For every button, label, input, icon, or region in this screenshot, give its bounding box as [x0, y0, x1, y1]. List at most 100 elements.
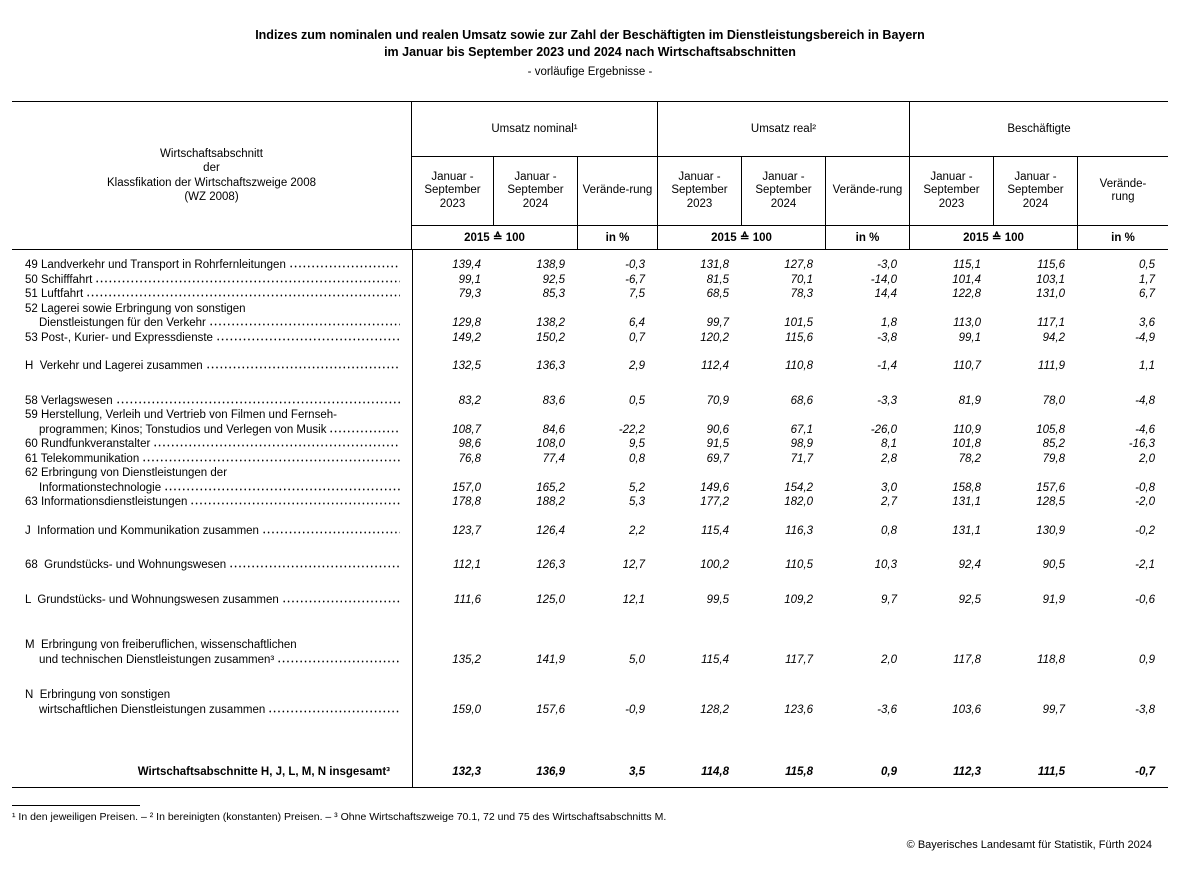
- value-cell: 5,3: [629, 496, 645, 508]
- value-cell: 116,3: [785, 524, 813, 537]
- value-cell: -0,6: [1135, 593, 1155, 606]
- row-label: 68 Grundstücks- und Wohnungswesen: [12, 558, 412, 573]
- row-label-line1: 62 Erbringung von Dienstleistungen der: [25, 467, 228, 479]
- value-cell: 0,5: [629, 394, 645, 407]
- page-title-line1: Indizes zum nominalen und realen Umsatz …: [255, 28, 925, 42]
- value-cell: 1,1: [1139, 360, 1155, 372]
- period-header: Januar - September 2024: [494, 157, 578, 226]
- change-header: Verände-rung: [826, 157, 910, 226]
- dot-leader: [215, 337, 400, 341]
- value-cell: 126,4: [536, 524, 565, 537]
- value-cell: 12,1: [622, 593, 645, 606]
- value-cell: 9,7: [881, 593, 897, 606]
- value-cell: 157,0: [452, 481, 481, 494]
- value-cell: 115,4: [701, 524, 729, 537]
- table-row: 58 Verlagswesen 83,2 83,6 0,5 70,9 68,6 -3,3 81…: [12, 394, 1168, 409]
- value-cell: 78,0: [1042, 394, 1065, 407]
- row-label-text: programmen; Kinos; Tonstudios und Verleg…: [39, 423, 327, 436]
- value-cell: 108,0: [536, 438, 565, 450]
- value-cell: 91,5: [706, 438, 729, 450]
- value-cell: 123,7: [452, 524, 481, 537]
- value-cell: 105,8: [1036, 423, 1065, 436]
- row-label: 58 Verlagswesen: [12, 394, 412, 409]
- value-cell: 99,1: [958, 331, 981, 344]
- group-header-umsatz-nominal: Umsatz nominal¹: [412, 102, 658, 157]
- dot-leader: [115, 400, 400, 404]
- value-cell: 99,7: [1042, 703, 1065, 716]
- table-row: 50 Schifffahrt 99,1 92,5 -6,7 81,5 70,1 -14,0 1…: [12, 273, 1168, 288]
- value-cell: -22,2: [618, 423, 645, 436]
- table-row: 63 Informationsdienstleistungen 178,8 188,…: [12, 495, 1168, 510]
- value-cell: -3,3: [877, 394, 897, 407]
- group-header-umsatz-real: Umsatz real²: [658, 102, 910, 157]
- row-label-line1: M Erbringung von freiberuflichen, wissen…: [25, 639, 297, 651]
- table-body: 49 Landverkehr und Transport in Rohrfern…: [12, 250, 1168, 788]
- footnote-text: ¹ In den jeweiligen Preisen. – ² In bere…: [12, 811, 667, 823]
- change-header: Verände- rung: [1078, 157, 1168, 226]
- value-cell: 159,0: [452, 703, 481, 716]
- value-cell: 149,6: [700, 481, 729, 494]
- value-cell: 114,8: [701, 766, 729, 778]
- value-cell: 117,8: [953, 653, 981, 666]
- value-cell: -6,7: [625, 273, 645, 286]
- row-label-text: Informationstechnologie: [39, 481, 162, 494]
- row-label: Wirtschaftsabschnitte H, J, L, M, N insg…: [12, 765, 412, 780]
- footnote-separator: [12, 805, 140, 806]
- value-cell: -16,3: [1128, 438, 1155, 450]
- value-cell: 6,4: [629, 317, 645, 329]
- value-cell: -4,9: [1135, 331, 1155, 344]
- group-header-beschaeftigte: Beschäftigte: [910, 102, 1168, 157]
- value-cell: 115,8: [785, 766, 813, 778]
- value-cell: 129,8: [452, 317, 481, 329]
- value-cell: 10,3: [874, 559, 897, 571]
- period-header: Januar - September 2023: [658, 157, 742, 226]
- total-row-label: Wirtschaftsabschnitte H, J, L, M, N insg…: [137, 766, 390, 778]
- row-label-text: 50 Schifffahrt: [25, 273, 93, 286]
- value-cell: 83,6: [542, 394, 565, 407]
- value-cell: 135,2: [452, 653, 481, 666]
- row-label: J Information und Kommunikation zusammen: [12, 524, 412, 539]
- dot-leader: [86, 294, 400, 297]
- value-cell: -14,0: [870, 273, 897, 286]
- value-cell: -0,2: [1135, 524, 1155, 537]
- value-cell: 79,8: [1042, 452, 1065, 465]
- column-header-wirtschaftsabschnitt: Wirtschaftsabschnitt der Klassfikation d…: [12, 102, 412, 249]
- value-cell: 1,8: [881, 317, 897, 329]
- value-cell: 132,5: [452, 360, 481, 372]
- row-label: M Erbringung von freiberuflichen, wissen…: [12, 638, 412, 667]
- row-label-text: 58 Verlagswesen: [25, 394, 113, 407]
- value-cell: 113,0: [953, 317, 981, 329]
- value-cell: 128,5: [1036, 496, 1065, 508]
- dot-leader: [142, 458, 400, 462]
- value-cell: 150,2: [536, 331, 565, 344]
- value-cell: 131,0: [1036, 288, 1065, 300]
- value-cell: 90,5: [1042, 559, 1065, 571]
- value-cell: 77,4: [542, 452, 565, 465]
- value-cell: 91,9: [1042, 593, 1065, 606]
- row-label: 61 Telekommunikation: [12, 452, 412, 467]
- value-cell: 103,6: [952, 703, 981, 716]
- value-cell: 128,2: [700, 703, 729, 716]
- row-label-text: 53 Post-, Kurier- und Expressdienste: [25, 331, 213, 344]
- value-cell: 3,0: [881, 481, 897, 494]
- row-label-text: 68 Grundstücks- und Wohnungswesen: [25, 559, 227, 571]
- row-label-text: Dienstleistungen für den Verkehr: [39, 317, 206, 329]
- value-cell: -2,0: [1135, 496, 1155, 508]
- value-cell: 98,6: [458, 438, 481, 450]
- dot-leader: [190, 502, 400, 505]
- value-cell: -4,8: [1135, 394, 1155, 407]
- row-label: 62 Erbringung von Dienstleistungen der In…: [12, 466, 412, 495]
- title-block: Indizes zum nominalen und realen Umsatz …: [0, 27, 1180, 80]
- value-cell: -3,8: [877, 331, 897, 344]
- value-cell: 138,2: [536, 317, 565, 329]
- row-label: 49 Landverkehr und Transport in Rohrfern…: [12, 258, 412, 273]
- value-cell: 111,6: [453, 593, 481, 606]
- page-title-line2: im Januar bis September 2023 und 2024 na…: [384, 45, 796, 59]
- dot-leader: [153, 444, 400, 447]
- value-cell: 3,5: [629, 766, 645, 778]
- value-cell: 69,7: [706, 452, 729, 465]
- value-cell: 100,2: [700, 559, 729, 571]
- row-label-text: 60 Rundfunkveranstalter: [25, 438, 151, 450]
- value-cell: 2,9: [629, 360, 645, 372]
- row-label-line1: 59 Herstellung, Verleih und Vertrieb von…: [25, 409, 337, 421]
